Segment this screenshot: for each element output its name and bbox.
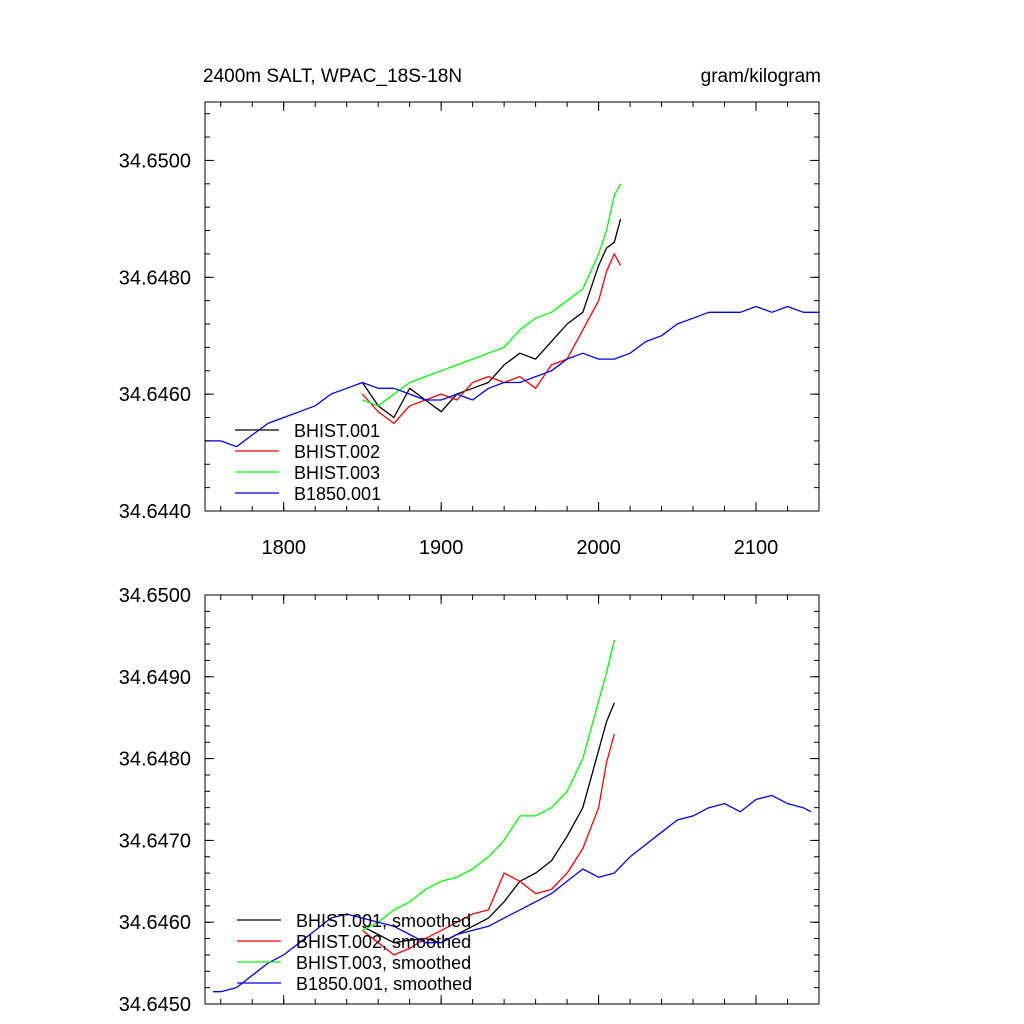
y-tick-label: 34.6450	[119, 994, 191, 1016]
series-line-bhist-001-smoothed	[362, 702, 615, 944]
x-tick-label: 1800	[261, 537, 306, 559]
series-line-bhist-003	[362, 183, 622, 407]
y-tick-label: 34.6500	[119, 585, 191, 607]
y-tick-label: 34.6460	[119, 912, 191, 934]
top-salinity-panel: 2400m SALT, WPAC_18S-18N gram/kilogram B…	[119, 66, 821, 559]
series-line-b1850-001	[205, 305, 819, 448]
series-line-b1850-001-smoothed	[212, 794, 812, 993]
panel-units-label: gram/kilogram	[701, 66, 821, 87]
x-tick-label: 1900	[419, 537, 464, 559]
series-line-bhist-003-smoothed	[362, 639, 615, 931]
series-line-bhist-002-smoothed	[362, 733, 615, 956]
plot-frame	[204, 594, 820, 1005]
legend-label: BHIST.002, smoothed	[296, 932, 471, 952]
legend-label: BHIST.003	[294, 463, 380, 483]
y-tick-label: 34.6470	[119, 830, 191, 852]
legend-label: B1850.001, smoothed	[296, 974, 472, 994]
y-tick-label: 34.6480	[119, 267, 191, 289]
panel-title-left: 2400m SALT, WPAC_18S-18N	[203, 66, 462, 87]
legend-label: BHIST.001	[294, 421, 380, 441]
y-tick-label: 34.6490	[119, 667, 191, 689]
legend-label: BHIST.002	[294, 442, 380, 462]
series-layer	[212, 639, 812, 993]
axis-ticks: 34.6440 34.6460 34.6480 34.6500 1800 1900 2000…	[119, 102, 820, 559]
series-line-bhist-001	[361, 218, 622, 419]
y-tick-label: 34.6500	[119, 150, 191, 172]
legend-label: BHIST.001, smoothed	[296, 911, 471, 931]
legend-label: BHIST.003, smoothed	[296, 953, 471, 973]
series-layer	[205, 183, 819, 448]
y-tick-label: 34.6460	[119, 384, 191, 406]
y-tick-label: 34.6440	[119, 501, 191, 523]
series-line-bhist-002	[361, 253, 622, 425]
x-tick-label: 2000	[576, 537, 621, 559]
legend-label: B1850.001	[294, 484, 381, 504]
y-tick-label: 34.6480	[119, 749, 191, 771]
x-tick-label: 2100	[734, 537, 779, 559]
plot-frame	[204, 101, 820, 512]
axis-ticks: 34.6450 34.6460 34.6470 34.6480 34.6490 34.65…	[119, 585, 820, 1016]
